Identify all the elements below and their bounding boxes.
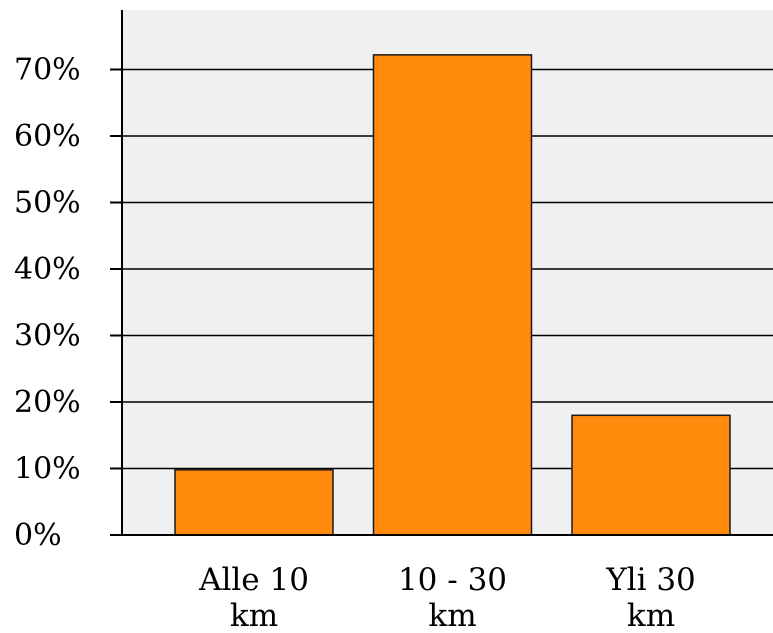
x-category-label-line: km (230, 598, 278, 633)
y-tick-label: 0% (14, 518, 62, 553)
y-tick-label: 70% (14, 53, 81, 88)
x-category-label-line: Yli 30 (605, 562, 696, 598)
x-category-label: 10 - 30 km (398, 562, 507, 633)
x-category-label-line: km (428, 598, 476, 633)
x-category-label: Alle 10 km (198, 562, 309, 633)
y-tick-labels: 0% 10% 20% 30% 40% 50% 60% 70% (14, 53, 81, 554)
y-tick-label: 10% (14, 452, 81, 487)
bar (372, 54, 533, 536)
y-tick-label: 20% (14, 385, 81, 420)
y-tick-label: 50% (14, 186, 81, 221)
bar (571, 414, 731, 536)
x-category-label-line: 10 - 30 (398, 562, 507, 598)
axes (110, 10, 773, 536)
bar (174, 469, 334, 536)
y-tick-label: 60% (14, 119, 81, 154)
x-category-label-line: Alle 10 (198, 562, 309, 598)
y-tick-label: 30% (14, 319, 81, 354)
y-tick-label: 40% (14, 252, 81, 287)
bars (174, 54, 731, 536)
x-category-label-line: km (627, 598, 675, 633)
x-category-label: Yli 30 km (605, 562, 696, 633)
